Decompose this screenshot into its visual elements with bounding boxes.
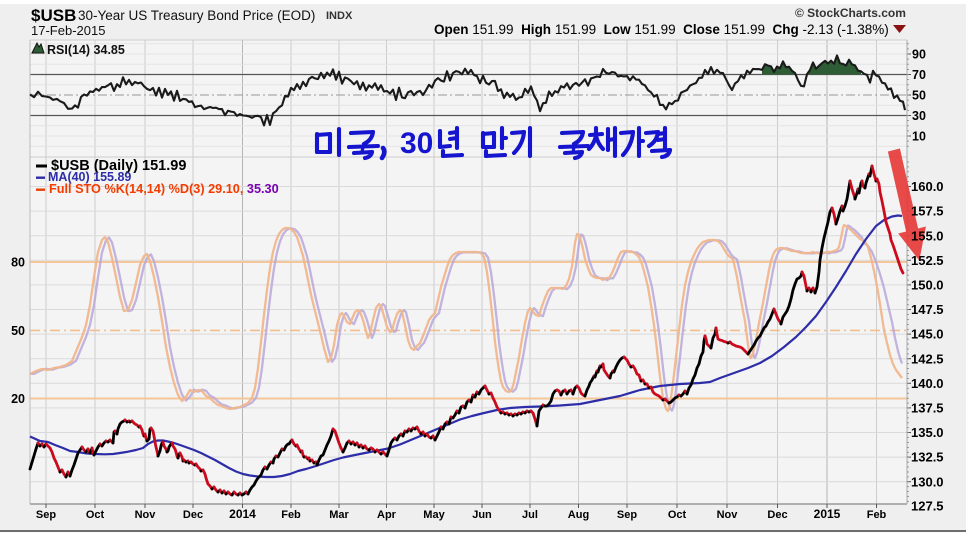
svg-text:145.0: 145.0	[911, 327, 944, 342]
svg-text:Nov: Nov	[135, 509, 157, 521]
svg-text:140.0: 140.0	[911, 376, 944, 391]
svg-text:$USB: $USB	[31, 6, 76, 25]
svg-text:© StockCharts.com: © StockCharts.com	[795, 6, 906, 20]
svg-text:132.5: 132.5	[911, 450, 944, 465]
svg-text:155.0: 155.0	[911, 228, 944, 243]
svg-text:157.5: 157.5	[911, 204, 944, 219]
svg-text:May: May	[423, 509, 445, 521]
svg-text:137.5: 137.5	[911, 401, 944, 416]
svg-text:Mar: Mar	[329, 509, 349, 521]
svg-text:Nov: Nov	[717, 509, 739, 521]
svg-text:Aug: Aug	[568, 509, 589, 521]
svg-text:Oct: Oct	[668, 509, 687, 521]
svg-text:130.0: 130.0	[911, 474, 944, 489]
svg-text:Dec: Dec	[767, 509, 787, 521]
svg-text:17-Feb-2015: 17-Feb-2015	[31, 23, 105, 38]
svg-text:Sep: Sep	[36, 509, 56, 521]
svg-text:50: 50	[912, 89, 926, 103]
svg-text:Full STO %K(14,14) %D(3) 29.10: Full STO %K(14,14) %D(3) 29.10, 35.30	[49, 182, 279, 196]
svg-text:MA(40) 155.89: MA(40) 155.89	[48, 170, 131, 184]
svg-text:142.5: 142.5	[911, 351, 944, 366]
svg-text:Feb: Feb	[867, 509, 887, 521]
svg-text:127.5: 127.5	[911, 499, 944, 514]
svg-text:160.0: 160.0	[911, 179, 944, 194]
svg-text:30: 30	[400, 127, 433, 160]
svg-text:152.5: 152.5	[911, 253, 944, 268]
svg-text:Feb: Feb	[281, 509, 301, 521]
svg-text:80: 80	[11, 256, 25, 270]
svg-text:Open 151.99 High 151.99 Low: Open 151.99 High 151.99 Low 151.99 Close…	[434, 22, 889, 37]
svg-text:$USB (Daily) 151.99: $USB (Daily) 151.99	[51, 158, 186, 174]
svg-text:10: 10	[912, 130, 926, 144]
svg-text:2015: 2015	[814, 507, 841, 521]
svg-text:Apr: Apr	[377, 509, 397, 521]
svg-text:50: 50	[11, 324, 25, 338]
svg-text:Dec: Dec	[183, 509, 203, 521]
svg-text:70: 70	[912, 68, 926, 82]
svg-text:20: 20	[11, 392, 25, 406]
svg-text:90: 90	[912, 48, 926, 62]
svg-text:147.5: 147.5	[911, 302, 944, 317]
svg-text:RSI(14) 34.85: RSI(14) 34.85	[47, 43, 125, 57]
svg-text:2014: 2014	[229, 507, 256, 521]
svg-text:Oct: Oct	[86, 509, 105, 521]
svg-text:30-Year US Treasury Bond Price: 30-Year US Treasury Bond Price (EOD)	[78, 8, 315, 23]
svg-text:Jul: Jul	[522, 509, 538, 521]
svg-text:135.0: 135.0	[911, 425, 944, 440]
svg-text:Jun: Jun	[472, 509, 492, 521]
svg-text:INDX: INDX	[326, 10, 353, 22]
svg-text:150.0: 150.0	[911, 278, 944, 293]
svg-text:Sep: Sep	[617, 509, 637, 521]
svg-text:30: 30	[912, 109, 926, 123]
